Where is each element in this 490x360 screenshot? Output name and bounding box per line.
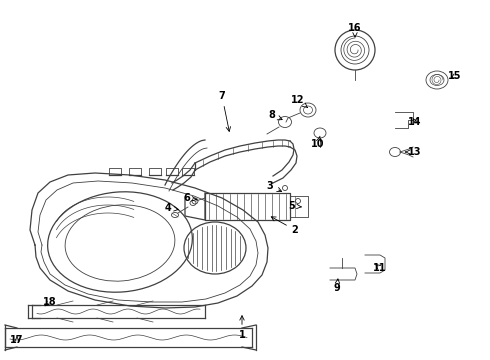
Text: 8: 8 <box>269 110 282 120</box>
Text: 2: 2 <box>271 217 298 235</box>
Text: 13: 13 <box>405 147 422 157</box>
Text: 3: 3 <box>267 181 282 192</box>
Text: 12: 12 <box>291 95 308 108</box>
Text: 17: 17 <box>10 335 24 345</box>
Text: 15: 15 <box>448 71 462 81</box>
Text: 18: 18 <box>43 297 57 307</box>
Text: 9: 9 <box>334 279 341 293</box>
Text: 7: 7 <box>219 91 230 131</box>
Text: 10: 10 <box>311 136 325 149</box>
Text: 4: 4 <box>165 203 178 213</box>
Text: 1: 1 <box>239 316 245 340</box>
Text: 16: 16 <box>348 23 362 37</box>
Text: 11: 11 <box>373 263 387 273</box>
Text: 14: 14 <box>408 117 422 127</box>
Text: 5: 5 <box>289 201 301 211</box>
Text: 6: 6 <box>184 193 196 203</box>
